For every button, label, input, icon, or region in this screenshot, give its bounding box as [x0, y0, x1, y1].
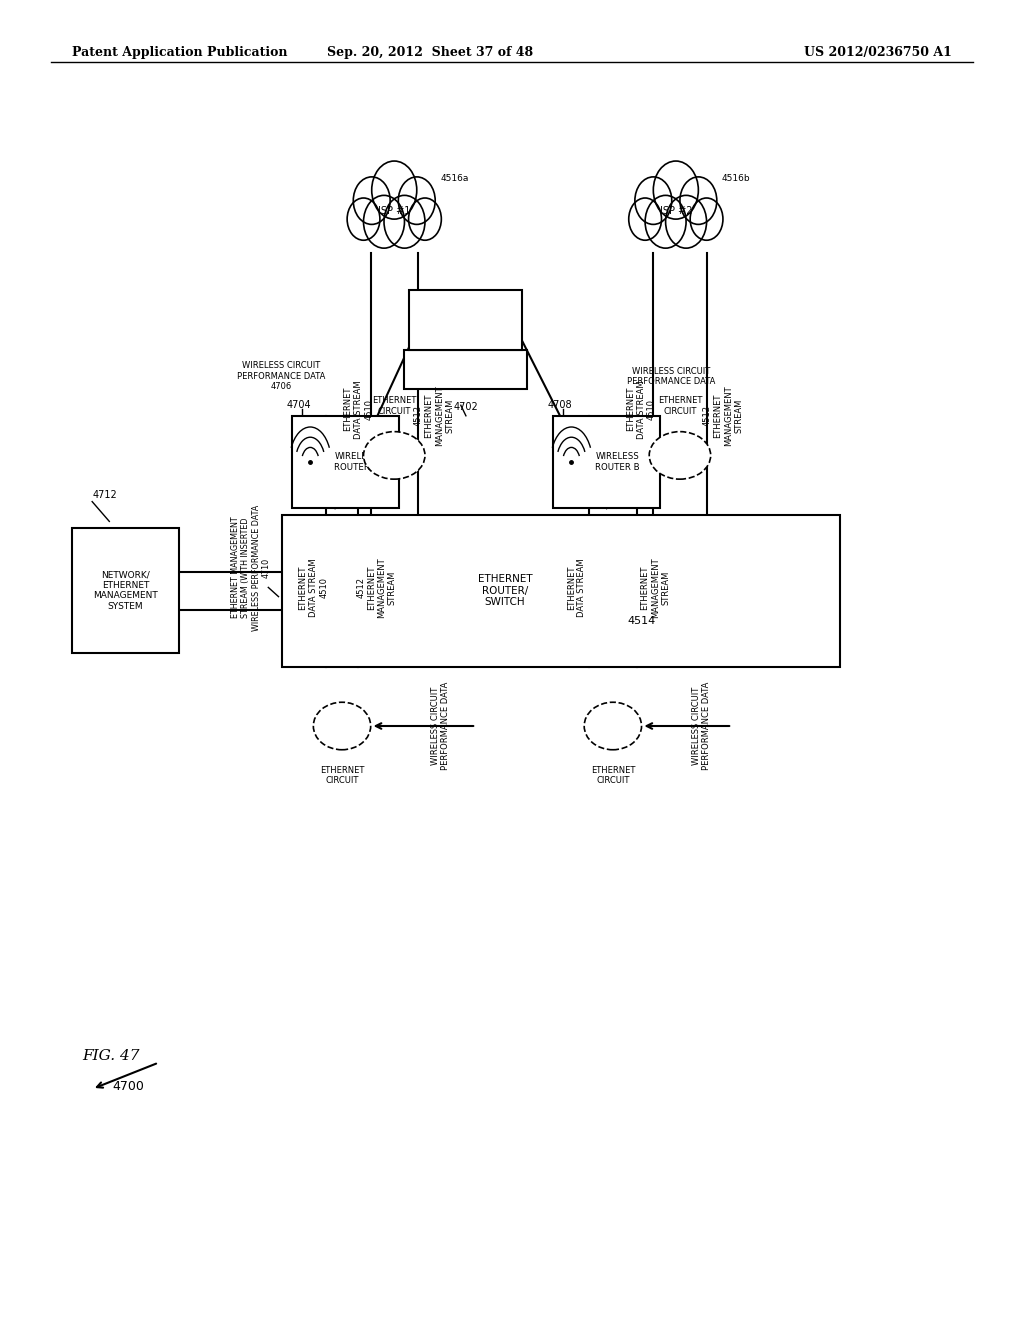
Text: WIRELESS CIRCUIT
PERFORMANCE DATA: WIRELESS CIRCUIT PERFORMANCE DATA [627, 367, 715, 385]
Circle shape [635, 177, 672, 224]
Text: 4514: 4514 [628, 616, 655, 626]
Ellipse shape [313, 702, 371, 750]
Text: 4512
ETHERNET
MANAGEMENT
STREAM: 4512 ETHERNET MANAGEMENT STREAM [356, 557, 397, 618]
Text: WIRELESS
ROUTER B: WIRELESS ROUTER B [595, 453, 640, 471]
Text: WIRELESS CIRCUIT
PERFORMANCE DATA: WIRELESS CIRCUIT PERFORMANCE DATA [692, 682, 711, 770]
Circle shape [690, 198, 723, 240]
Text: US 2012/0236750 A1: US 2012/0236750 A1 [805, 46, 952, 59]
Text: 4512
ETHERNET
MANAGEMENT
STREAM: 4512 ETHERNET MANAGEMENT STREAM [414, 385, 455, 446]
Circle shape [364, 195, 404, 248]
Text: ETHERNET
ROUTER/
SWITCH: ETHERNET ROUTER/ SWITCH [477, 574, 532, 607]
Ellipse shape [649, 432, 711, 479]
Text: ETHERNET
CIRCUIT: ETHERNET CIRCUIT [591, 766, 635, 785]
Circle shape [645, 195, 686, 248]
Text: 4516a: 4516a [440, 174, 469, 182]
Bar [282, 515, 840, 667]
Text: Sep. 20, 2012  Sheet 37 of 48: Sep. 20, 2012 Sheet 37 of 48 [327, 46, 534, 59]
Text: 4702: 4702 [454, 401, 478, 412]
Text: FIG. 47: FIG. 47 [82, 1049, 139, 1064]
Circle shape [680, 177, 717, 224]
Text: 4708: 4708 [548, 400, 572, 411]
Text: 4712: 4712 [92, 490, 117, 500]
Text: NETWORK/
ETHERNET
MANAGEMENT
SYSTEM: NETWORK/ ETHERNET MANAGEMENT SYSTEM [93, 570, 158, 611]
Text: WIRELESS CIRCUIT
PERFORMANCE DATA
4706: WIRELESS CIRCUIT PERFORMANCE DATA 4706 [238, 362, 326, 391]
Ellipse shape [584, 702, 641, 750]
Text: WIRELESS
ROUTER A: WIRELESS ROUTER A [334, 453, 379, 471]
Bar [553, 416, 660, 508]
Text: ETHERNET
DATA STREAM
4510: ETHERNET DATA STREAM 4510 [343, 380, 374, 438]
Bar [410, 290, 522, 350]
Bar [404, 350, 527, 389]
Circle shape [353, 177, 390, 224]
Circle shape [398, 177, 435, 224]
Text: ETHERNET
DATA STREAM: ETHERNET DATA STREAM [567, 558, 586, 616]
Text: 4512
ETHERNET
MANAGEMENT
STREAM: 4512 ETHERNET MANAGEMENT STREAM [702, 385, 743, 446]
Text: ETHERNET
CIRCUIT: ETHERNET CIRCUIT [657, 396, 702, 416]
Circle shape [653, 161, 698, 219]
Circle shape [629, 198, 662, 240]
Bar [292, 416, 399, 508]
Text: ETHERNET
MANAGEMENT
STREAM: ETHERNET MANAGEMENT STREAM [640, 557, 671, 618]
Text: Patent Application Publication: Patent Application Publication [72, 46, 287, 59]
Text: ISP #1: ISP #1 [378, 206, 411, 216]
Circle shape [666, 195, 707, 248]
Circle shape [347, 198, 380, 240]
Text: ETHERNET
DATA STREAM
4510: ETHERNET DATA STREAM 4510 [626, 380, 656, 438]
Text: WIRELESS CIRCUIT
PERFORMANCE DATA: WIRELESS CIRCUIT PERFORMANCE DATA [431, 682, 450, 770]
Text: ETHERNET
CIRCUIT: ETHERNET CIRCUIT [372, 396, 417, 416]
Circle shape [384, 195, 425, 248]
Text: 4700: 4700 [113, 1080, 144, 1093]
Circle shape [409, 198, 441, 240]
Text: 4516b: 4516b [722, 174, 751, 182]
Text: 4704: 4704 [287, 400, 311, 411]
Circle shape [372, 161, 417, 219]
Ellipse shape [364, 432, 425, 479]
Text: ETHERNET
CIRCUIT: ETHERNET CIRCUIT [319, 766, 365, 785]
Text: ETHERNET
DATA STREAM
4510: ETHERNET DATA STREAM 4510 [298, 558, 329, 616]
Text: ETHERNET MANAGEMENT
STREAM (WITH INSERTED
WIRELESS PERFORMANCE DATA
4710: ETHERNET MANAGEMENT STREAM (WITH INSERTE… [230, 504, 271, 631]
Bar [72, 528, 179, 653]
Text: ISP #2: ISP #2 [659, 206, 692, 216]
